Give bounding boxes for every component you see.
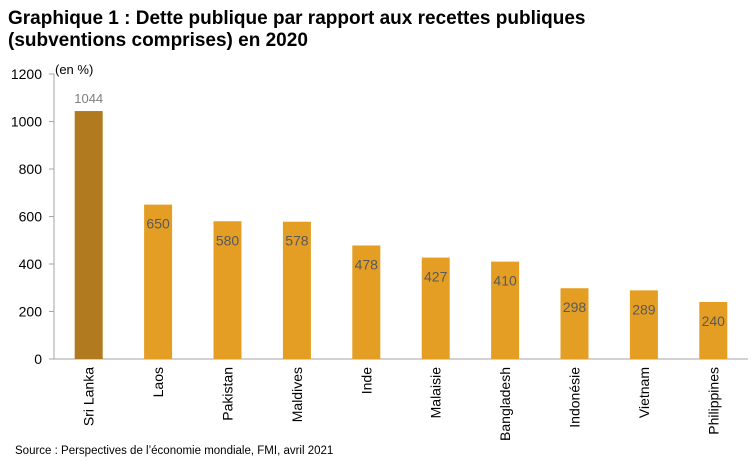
bar bbox=[74, 111, 103, 359]
category-label: Sri Lanka bbox=[81, 367, 97, 426]
bar bbox=[560, 288, 589, 359]
bar bbox=[699, 302, 728, 359]
bar bbox=[213, 221, 242, 359]
y-tick-label: 400 bbox=[19, 256, 43, 272]
category-label: Bangladesh bbox=[497, 367, 513, 441]
y-tick-label: 600 bbox=[19, 209, 43, 225]
bar-value-label: 650 bbox=[146, 216, 170, 232]
category-label: Inde bbox=[358, 367, 374, 394]
bar bbox=[144, 204, 173, 359]
bar-value-label: 410 bbox=[493, 273, 517, 289]
chart-title-line-2: (subventions comprises) en 2020 bbox=[8, 30, 308, 51]
bar-value-label: 427 bbox=[424, 269, 448, 285]
y-tick-label: 1200 bbox=[11, 66, 42, 82]
category-label: Laos bbox=[150, 367, 166, 397]
chart-title: Graphique 1 : Dette publique par rapport… bbox=[8, 8, 738, 52]
bar-value-label: 289 bbox=[632, 301, 656, 317]
category-label: Philippines bbox=[705, 367, 721, 435]
bar-value-label: 298 bbox=[563, 299, 587, 315]
bar-value-label: 240 bbox=[702, 313, 726, 329]
bar bbox=[352, 245, 381, 359]
bar bbox=[421, 257, 450, 359]
bar bbox=[629, 290, 658, 359]
bar-value-label: 580 bbox=[216, 232, 240, 248]
category-label: Indonésie bbox=[567, 367, 583, 428]
bar bbox=[282, 221, 311, 359]
category-label: Maldives bbox=[289, 367, 305, 422]
category-label: Vietnam bbox=[636, 367, 652, 418]
y-tick-label: 800 bbox=[19, 161, 43, 177]
category-label: Malaisie bbox=[428, 367, 444, 419]
category-label: Pakistan bbox=[220, 367, 236, 421]
bar bbox=[491, 261, 520, 359]
y-tick-label: 200 bbox=[19, 304, 43, 320]
bar-value-label: 1044 bbox=[74, 91, 103, 106]
bar-value-label: 478 bbox=[355, 256, 379, 272]
y-tick-label: 1000 bbox=[11, 114, 42, 130]
y-axis-label: (en %) bbox=[55, 62, 93, 77]
y-tick-label: 0 bbox=[34, 351, 42, 367]
bar-value-label: 578 bbox=[285, 233, 309, 249]
chart-title-line-1: Graphique 1 : Dette publique par rapport… bbox=[8, 8, 586, 29]
source-note: Source : Perspectives de l’économie mond… bbox=[15, 445, 334, 457]
